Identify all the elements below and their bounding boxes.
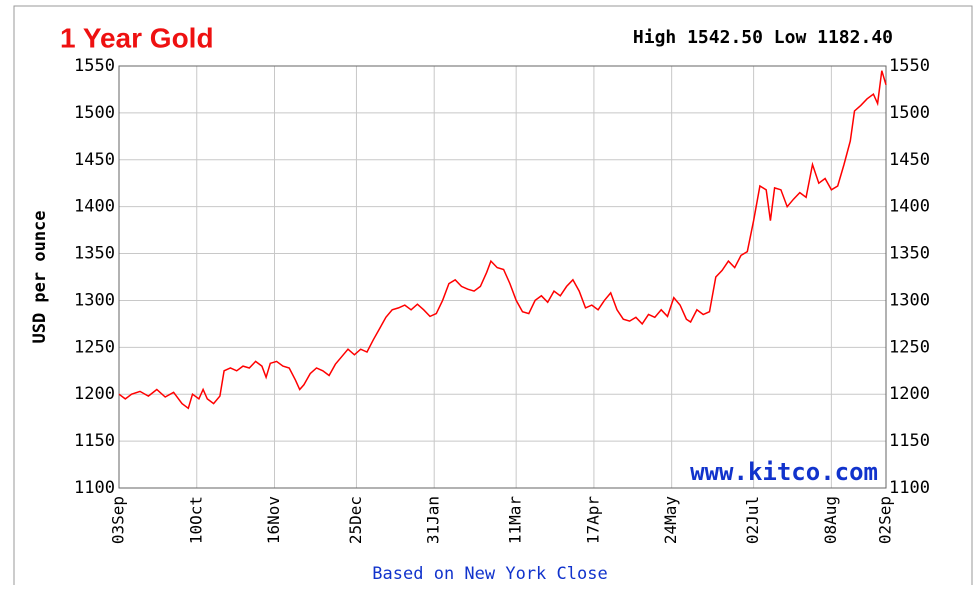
x-tick-label: 03Sep: [109, 496, 128, 544]
y-axis-label: USD per ounce: [30, 210, 50, 343]
x-tick-label: 11Mar: [506, 496, 525, 545]
y-tick-label-right: 1150: [889, 431, 930, 451]
price-line: [118, 70, 887, 410]
y-tick-label: 1100: [74, 478, 115, 498]
y-tick-label: 1500: [74, 103, 115, 123]
y-tick-label-right: 1400: [889, 197, 930, 217]
x-axis-label: Based on New York Close: [372, 564, 607, 584]
y-tick-label: 1550: [74, 56, 115, 76]
x-tick-label: 25Dec: [346, 496, 365, 544]
y-tick-label-right: 1500: [889, 103, 930, 123]
x-tick-label: 24May: [661, 496, 680, 545]
x-tick-label: 10Oct: [186, 496, 205, 544]
y-tick-label: 1400: [74, 197, 115, 217]
y-tick-label-right: 1250: [889, 337, 930, 357]
y-tick-label-right: 1350: [889, 244, 930, 264]
stats: High 1542.50 Low 1182.40: [633, 27, 893, 48]
x-tick-label: 02Jul: [743, 496, 762, 544]
x-tick-label: 16Nov: [264, 496, 283, 544]
x-tick-label: 08Aug: [821, 496, 840, 544]
y-tick-label: 1300: [74, 290, 115, 310]
y-tick-label-right: 1450: [889, 150, 930, 170]
y-tick-label: 1350: [74, 244, 115, 264]
watermark: www.kitco.com: [690, 458, 878, 486]
y-tick-label: 1250: [74, 337, 115, 357]
y-tick-label-right: 1100: [889, 478, 930, 498]
y-tick-label-right: 1200: [889, 384, 930, 404]
y-tick-label-right: 1550: [889, 56, 930, 76]
x-tick-label: 17Apr: [583, 496, 602, 545]
plot-border: [118, 65, 887, 489]
y-tick-label: 1150: [74, 431, 115, 451]
x-tick-label: 31Jan: [424, 496, 443, 544]
chart-title: 1 Year Gold: [60, 22, 214, 53]
plot-area: [119, 66, 886, 488]
x-tick-label: 02Sep: [876, 496, 895, 544]
y-tick-label: 1200: [74, 384, 115, 404]
y-tick-label-right: 1300: [889, 290, 930, 310]
y-tick-label: 1450: [74, 150, 115, 170]
